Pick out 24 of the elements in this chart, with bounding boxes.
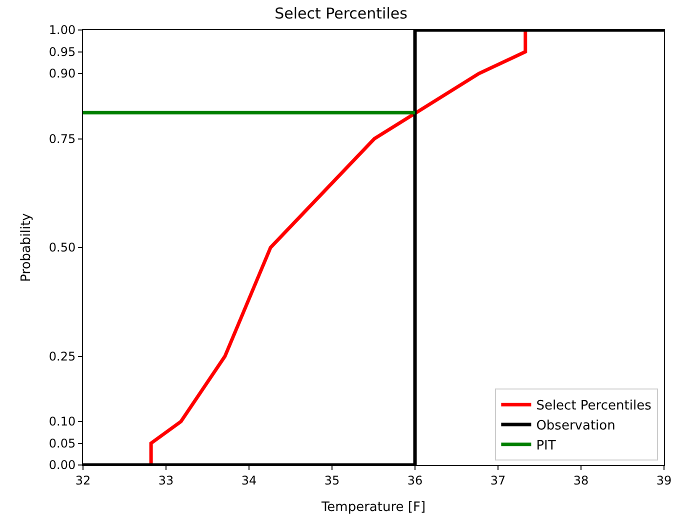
x-tick-label: 32 <box>75 473 91 488</box>
x-tick-label: 39 <box>656 473 672 488</box>
legend-label: Observation <box>536 418 616 434</box>
y-tick-label: 1.00 <box>48 23 76 38</box>
chart-title: Select Percentiles <box>274 4 408 22</box>
y-tick-label: 0.75 <box>48 132 76 146</box>
y-axis-title: Probability <box>18 212 34 282</box>
x-tick-label: 33 <box>158 473 174 488</box>
y-tick-label: 0.50 <box>48 240 76 255</box>
line-series <box>149 30 528 465</box>
x-tick-label: 37 <box>490 473 506 488</box>
y-tick-label: 0.00 <box>48 458 76 472</box>
legend-label: Select Percentiles <box>536 398 652 414</box>
y-tick-label: 0.90 <box>48 66 76 81</box>
x-axis-title: Temperature [F] <box>320 500 426 515</box>
x-tick-label: 38 <box>573 473 589 488</box>
legend-label: PIT <box>536 438 556 454</box>
y-tick-label: 0.95 <box>48 44 76 59</box>
y-tick-label: 0.25 <box>48 349 76 364</box>
x-tick-label: 35 <box>324 473 340 488</box>
y-tick-label: 0.05 <box>48 436 76 450</box>
x-tick-label: 34 <box>241 473 257 488</box>
y-tick-label: 0.10 <box>48 414 76 429</box>
x-tick-label: 36 <box>407 473 423 488</box>
